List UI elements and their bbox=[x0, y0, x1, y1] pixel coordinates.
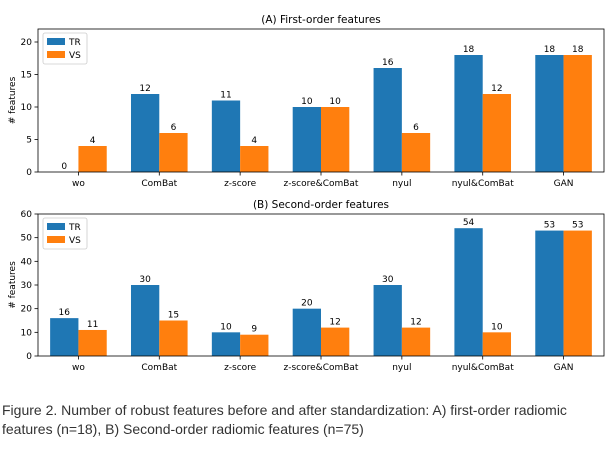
bar-vs bbox=[321, 107, 350, 172]
x-tick-label: nyul&ComBat bbox=[452, 179, 515, 189]
data-label: 12 bbox=[139, 84, 150, 94]
data-label: 4 bbox=[251, 136, 257, 146]
legend-label-vs: VS bbox=[69, 51, 81, 61]
data-label: 10 bbox=[491, 322, 503, 332]
data-label: 11 bbox=[220, 91, 231, 101]
bar-vs bbox=[563, 230, 592, 356]
bar-vs bbox=[159, 133, 188, 172]
y-tick-label: 15 bbox=[21, 71, 32, 81]
data-label: 16 bbox=[382, 58, 394, 68]
data-label: 53 bbox=[572, 221, 583, 231]
data-label: 30 bbox=[139, 275, 151, 285]
bar-tr bbox=[535, 230, 564, 356]
legend-swatch-vs bbox=[47, 51, 65, 58]
data-label: 53 bbox=[544, 221, 555, 231]
y-tick-label: 50 bbox=[21, 234, 33, 244]
data-label: 18 bbox=[463, 45, 475, 55]
legend-label-tr: TR bbox=[68, 223, 81, 233]
legend-swatch-tr bbox=[47, 223, 65, 230]
y-axis-label: # features bbox=[8, 76, 18, 124]
data-label: 9 bbox=[251, 325, 257, 335]
data-label: 10 bbox=[301, 97, 313, 107]
bar-vs bbox=[563, 55, 592, 172]
bar-tr bbox=[373, 68, 402, 172]
bar-tr bbox=[50, 318, 79, 356]
chart-title: (A) First-order features bbox=[261, 14, 381, 26]
y-tick-label: 20 bbox=[21, 305, 33, 315]
bar-tr bbox=[211, 100, 241, 172]
data-label: 54 bbox=[463, 218, 475, 228]
x-tick-label: z-score&ComBat bbox=[284, 363, 359, 373]
x-tick-label: GAN bbox=[554, 363, 574, 373]
y-tick-label: 0 bbox=[26, 352, 32, 362]
y-tick-label: 5 bbox=[26, 136, 32, 146]
bar-tr bbox=[535, 55, 564, 172]
bar-tr bbox=[292, 308, 321, 356]
data-label: 15 bbox=[168, 311, 179, 321]
data-label: 16 bbox=[59, 308, 71, 318]
data-label: 30 bbox=[382, 275, 394, 285]
bar-tr bbox=[211, 332, 241, 356]
bar-vs bbox=[482, 332, 512, 356]
data-label: 18 bbox=[544, 45, 556, 55]
legend-label-vs: VS bbox=[69, 236, 81, 246]
bar-tr bbox=[130, 285, 160, 356]
data-label: 12 bbox=[329, 318, 340, 328]
bar-tr bbox=[130, 94, 160, 172]
data-label: 6 bbox=[171, 123, 177, 133]
bar-vs bbox=[240, 334, 269, 356]
bar-vs bbox=[321, 327, 350, 356]
data-label: 6 bbox=[413, 123, 419, 133]
bar-vs bbox=[401, 133, 431, 172]
legend-swatch-vs bbox=[47, 236, 65, 243]
bar-vs bbox=[159, 320, 188, 356]
figure-caption: Figure 2. Number of robust features befo… bbox=[2, 402, 567, 437]
data-label: 10 bbox=[329, 97, 341, 107]
y-tick-label: 10 bbox=[21, 103, 33, 113]
bar-tr bbox=[454, 55, 483, 172]
data-label: 20 bbox=[301, 299, 313, 309]
y-tick-label: 60 bbox=[21, 210, 33, 220]
bar-vs bbox=[78, 329, 107, 356]
data-label: 10 bbox=[220, 322, 232, 332]
bar-tr bbox=[292, 107, 321, 172]
bar-vs bbox=[78, 146, 107, 172]
chart-title: (B) Second-order features bbox=[253, 199, 389, 211]
x-tick-label: GAN bbox=[554, 179, 574, 189]
bar-tr bbox=[454, 228, 483, 356]
legend-swatch-tr bbox=[47, 38, 65, 45]
data-label: 12 bbox=[410, 318, 421, 328]
x-tick-label: ComBat bbox=[141, 179, 177, 189]
figure: 0 12 11 10 16 18 18 4 6 4 10 6 12 18 0 5 10 15 20 wo ComBat z… bbox=[8, 14, 605, 373]
data-label: 12 bbox=[491, 84, 502, 94]
bar-vs bbox=[240, 146, 269, 172]
data-label: 11 bbox=[87, 320, 98, 330]
x-tick-label: ComBat bbox=[141, 363, 177, 373]
x-tick-label: nyul bbox=[392, 179, 411, 189]
x-tick-label: z-score bbox=[224, 363, 257, 373]
data-label: 0 bbox=[61, 162, 67, 172]
data-label: 4 bbox=[90, 136, 96, 146]
x-tick-label: wo bbox=[72, 179, 85, 189]
y-tick-label: 30 bbox=[21, 281, 33, 291]
legend-label-tr: TR bbox=[68, 38, 81, 48]
bar-vs bbox=[482, 94, 512, 172]
bar-vs bbox=[401, 327, 431, 356]
y-tick-label: 20 bbox=[21, 38, 33, 48]
x-tick-label: z-score&ComBat bbox=[284, 179, 359, 189]
x-tick-label: z-score bbox=[224, 179, 257, 189]
y-tick-label: 0 bbox=[26, 168, 32, 178]
x-tick-label: nyul&ComBat bbox=[452, 363, 515, 373]
bar-tr bbox=[373, 285, 402, 356]
data-label: 18 bbox=[572, 45, 584, 55]
x-tick-label: nyul bbox=[392, 363, 411, 373]
x-tick-label: wo bbox=[72, 363, 85, 373]
y-tick-label: 40 bbox=[21, 257, 33, 267]
y-tick-label: 10 bbox=[21, 328, 33, 338]
y-axis-label: # features bbox=[8, 261, 18, 309]
